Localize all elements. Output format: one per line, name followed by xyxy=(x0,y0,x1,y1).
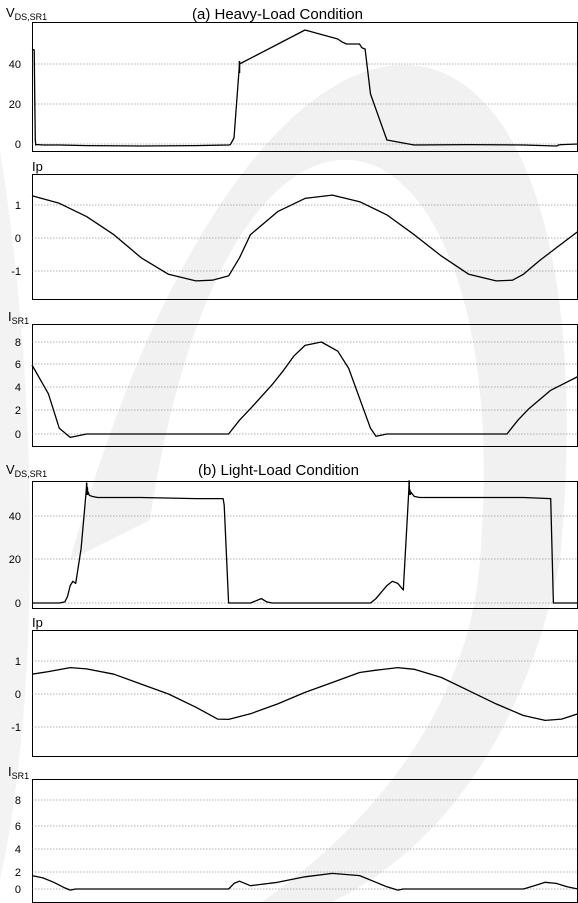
heavy-load-title: (a) Heavy-Load Condition xyxy=(192,6,363,23)
panel-5: 1 0 -1 Ip xyxy=(11,615,578,757)
panel-1: 40 20 0 VDS,SR1 xyxy=(6,5,578,152)
waveform-trace xyxy=(31,666,578,722)
panel-4: 40 20 0 VDS,SR1 xyxy=(6,462,578,610)
y-tick-label: 0 xyxy=(15,884,21,896)
y-axis-label-main: V xyxy=(6,5,15,20)
y-axis-label: ISR1 xyxy=(8,309,29,326)
y-axis-label-main: V xyxy=(6,462,15,477)
y-axis-label: Ip xyxy=(32,159,43,174)
y-tick-label: 6 xyxy=(15,359,21,371)
y-axis-label-main: Ip xyxy=(32,615,43,630)
y-tick-label: 40 xyxy=(9,59,21,71)
plot-frame xyxy=(32,324,578,447)
y-axis-label-main: I xyxy=(8,764,12,779)
y-tick-label: 2 xyxy=(15,405,21,417)
y-tick-label: 4 xyxy=(15,844,21,856)
panel-3: 8 6 4 2 0 ISR1 xyxy=(8,309,578,447)
y-tick-label: -1 xyxy=(11,266,21,278)
y-tick-label: 0 xyxy=(15,139,21,151)
y-axis-label: VDS,SR1 xyxy=(6,462,47,479)
plot-frame xyxy=(32,481,578,609)
plot-frame xyxy=(32,779,578,903)
y-tick-label: 4 xyxy=(15,382,21,394)
y-axis-label: VDS,SR1 xyxy=(6,5,47,22)
y-axis-label-subscript: SR1 xyxy=(12,771,30,781)
y-tick-label: 20 xyxy=(9,99,21,111)
waveform-trace xyxy=(31,341,578,439)
y-tick-label: 8 xyxy=(15,795,21,807)
y-tick-label: 0 xyxy=(15,429,21,441)
y-tick-label: 1 xyxy=(15,200,21,212)
y-axis-label-subscript: DS,SR1 xyxy=(15,469,48,479)
plot-frame xyxy=(32,630,578,757)
y-tick-label: 0 xyxy=(15,689,21,701)
y-tick-label: 2 xyxy=(15,867,21,879)
waveform-trace xyxy=(31,29,578,147)
plot-frame xyxy=(32,22,578,152)
y-tick-label: 6 xyxy=(15,821,21,833)
y-tick-label: 0 xyxy=(15,598,21,610)
waveform-trace xyxy=(31,872,578,891)
panel-6: 8 6 4 2 0 ISR1 xyxy=(8,764,578,903)
y-tick-label: 40 xyxy=(9,511,21,523)
panel-2: 1 0 -1 Ip xyxy=(11,159,578,300)
y-axis-label-main: Ip xyxy=(32,159,43,174)
y-tick-label: 20 xyxy=(9,554,21,566)
y-tick-label: 0 xyxy=(15,233,21,245)
y-axis-label-subscript: DS,SR1 xyxy=(15,12,48,22)
y-axis-label: ISR1 xyxy=(8,764,29,781)
waveform-trace xyxy=(32,482,578,604)
y-axis-label: Ip xyxy=(32,615,43,630)
waveform-trace xyxy=(31,194,578,282)
y-tick-label: 1 xyxy=(15,656,21,668)
y-tick-label: -1 xyxy=(11,722,21,734)
y-axis-label-subscript: SR1 xyxy=(12,316,30,326)
light-load-title: (b) Light-Load Condition xyxy=(198,462,359,479)
y-tick-label: 8 xyxy=(15,337,21,349)
y-axis-label-main: I xyxy=(8,309,12,324)
